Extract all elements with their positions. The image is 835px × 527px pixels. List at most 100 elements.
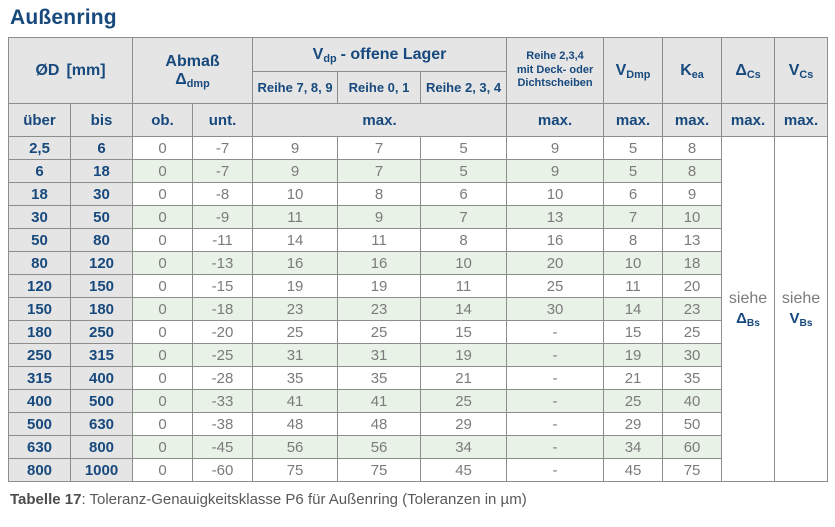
table-cell: 31 — [337, 343, 422, 367]
page-title: Außenring — [10, 6, 117, 29]
table-cell: 56 — [337, 435, 422, 459]
table-cell: - — [506, 458, 605, 482]
table-cell: -20 — [192, 320, 254, 344]
table-cell: 48 — [252, 412, 339, 436]
page: Außenring ØD [mm] Abmaß Δdmp Vdp - offene … — [7, 6, 829, 508]
cell-bis: 150 — [69, 274, 134, 298]
cell-bis: 6 — [69, 136, 134, 160]
table-cell: 7 — [337, 136, 422, 160]
table-cell: 11 — [420, 274, 508, 298]
table-cell: 45 — [420, 458, 508, 482]
table-row: 630 800 0 -45 56 56 34-34 60 — [8, 435, 828, 459]
table-cell: 0 — [132, 320, 194, 344]
table-cell: -15 — [192, 274, 254, 298]
table-cell: 14 — [603, 297, 664, 321]
table-cell: -18 — [192, 297, 254, 321]
cell-ueber: 500 — [8, 412, 71, 436]
table-cell: 0 — [132, 343, 194, 367]
table-cell: 5 — [420, 136, 508, 160]
cell-bis: 50 — [69, 205, 134, 229]
table-cell: 16 — [506, 228, 605, 252]
table-cell: -38 — [192, 412, 254, 436]
table-cell: -45 — [192, 435, 254, 459]
cell-ueber: 400 — [8, 389, 71, 413]
table-cell: 75 — [252, 458, 339, 482]
table-cell: 14 — [420, 297, 508, 321]
table-cell: 75 — [337, 458, 422, 482]
table-cell: 5 — [603, 159, 664, 183]
table-cell: 7 — [420, 205, 508, 229]
cell-bis: 180 — [69, 297, 134, 321]
cell-ueber: 18 — [8, 182, 71, 206]
caption-label: Tabelle 17 — [10, 491, 82, 508]
table-cell: 25 — [662, 320, 723, 344]
table-cell: 40 — [662, 389, 723, 413]
cell-ueber: 120 — [8, 274, 71, 298]
cell-bis: 30 — [69, 182, 134, 206]
table-cell: 30 — [506, 297, 605, 321]
table-cell: 10 — [252, 182, 339, 206]
table-caption: Tabelle 17: Toleranz-Genauigkeitsklasse … — [10, 491, 827, 508]
cell-bis: 630 — [69, 412, 134, 436]
table-cell: 8 — [337, 182, 422, 206]
table-cell: 56 — [252, 435, 339, 459]
table-cell: 34 — [603, 435, 664, 459]
cell-ueber: 250 — [8, 343, 71, 367]
col-header-reihe789: Reihe 7, 8, 9 — [252, 71, 339, 104]
table-row: 150 180 0 -18 23 23 14 30 14 23 — [8, 297, 828, 321]
table-cell: - — [506, 366, 605, 390]
abmass-symbol: Δdmp — [175, 70, 210, 90]
table-cell: 6 — [420, 182, 508, 206]
table-row: 80 120 0 -13 16 16 10 20 10 18 — [8, 251, 828, 275]
cell-ueber: 800 — [8, 458, 71, 482]
siehe-vcs-cell: siehe VBs — [774, 136, 829, 482]
tolerance-table: ØD [mm] Abmaß Δdmp Vdp - offene Lager Reih… — [7, 37, 829, 482]
table-cell: 35 — [337, 366, 422, 390]
col-header-ueber: über — [8, 103, 71, 137]
table-cell: -7 — [192, 136, 254, 160]
col-header-reihe234: Reihe 2, 3, 4 — [420, 71, 508, 104]
table-cell: 20 — [506, 251, 605, 275]
table-row: 400 500 0 -33 41 41 25-25 40 — [8, 389, 828, 413]
table-cell: 29 — [603, 412, 664, 436]
diameter-unit: [mm] — [66, 61, 106, 79]
table-cell: 25 — [420, 389, 508, 413]
table-row: 120 150 0 -15 19 19 11 25 11 20 — [8, 274, 828, 298]
table-cell: 75 — [662, 458, 723, 482]
table-cell: -60 — [192, 458, 254, 482]
table-cell: - — [506, 320, 605, 344]
table-cell: -8 — [192, 182, 254, 206]
table-cell: 10 — [603, 251, 664, 275]
table-cell: 35 — [252, 366, 339, 390]
table-cell: 15 — [420, 320, 508, 344]
table-cell: 8 — [662, 136, 723, 160]
table-cell: -7 — [192, 159, 254, 183]
table-row: 315 400 0 -28 35 35 21-21 35 — [8, 366, 828, 390]
table-cell: 11 — [252, 205, 339, 229]
table-cell: 10 — [506, 182, 605, 206]
cell-ueber: 80 — [8, 251, 71, 275]
col-header-max-kea: max. — [662, 103, 723, 137]
table-cell: 8 — [662, 159, 723, 183]
cell-bis: 18 — [69, 159, 134, 183]
table-cell: -28 — [192, 366, 254, 390]
cell-ueber: 6 — [8, 159, 71, 183]
table-cell: 19 — [337, 274, 422, 298]
table-cell: 0 — [132, 159, 194, 183]
siehe-dcs-cell: siehe ΔBs — [721, 136, 776, 482]
table-cell: 5 — [420, 159, 508, 183]
table-cell: - — [506, 412, 605, 436]
table-cell: 8 — [420, 228, 508, 252]
col-header-reihe01: Reihe 0, 1 — [337, 71, 422, 104]
col-header-max-dcs: max. — [721, 103, 776, 137]
cell-bis: 1000 — [69, 458, 134, 482]
table-row: 50 80 0 -11 14 11 8 16 8 13 — [8, 228, 828, 252]
table-cell: 0 — [132, 182, 194, 206]
col-header-unt: unt. — [192, 103, 254, 137]
table-row: 2,5 6 0 -7 9 7 5 9 5 8 siehe ΔBs siehe VBs — [8, 136, 829, 482]
table-row: 500 630 0 -38 48 48 29-29 50 — [8, 412, 828, 436]
table-cell: 23 — [252, 297, 339, 321]
table-header: ØD [mm] Abmaß Δdmp Vdp - offene Lager Reih… — [7, 37, 829, 137]
col-header-max-vdp: max. — [252, 103, 508, 137]
col-header-v-cs: VCs — [774, 37, 829, 104]
